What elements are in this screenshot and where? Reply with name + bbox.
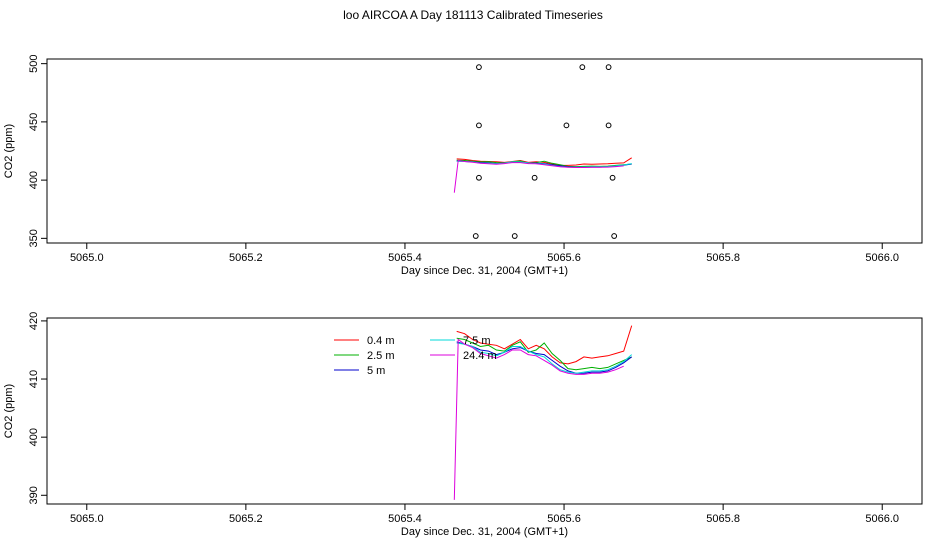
y-tick-label: 390	[28, 486, 40, 504]
data-point	[563, 122, 570, 129]
series-line	[456, 342, 633, 374]
data-point	[611, 233, 618, 239]
x-tick-label: 5065.8	[706, 252, 740, 264]
series-line	[456, 337, 632, 371]
y-axis-label: CO2 (ppm)	[3, 124, 15, 178]
y-tick-label: 410	[28, 370, 40, 388]
y-tick-label: 350	[28, 229, 40, 247]
plot-frame	[46, 317, 923, 505]
data-point	[605, 122, 612, 129]
y-axis-label: CO2 (ppm)	[3, 384, 15, 438]
x-tick-label: 5066.0	[865, 513, 899, 525]
legend-label: 7.5 m	[463, 335, 491, 347]
bottom-panel: 5065.0 5065.2 5065.4 5065.6 5065.8 5066.0 390 4…	[3, 312, 923, 538]
y-tick-label: 400	[28, 428, 40, 446]
x-tick-label: 5065.0	[70, 513, 104, 525]
data-point	[476, 174, 482, 181]
data-point	[579, 64, 586, 71]
x-tick-label: 5065.0	[70, 252, 104, 264]
chart-title: loo AIRCOA A Day 181113 Calibrated Times…	[343, 8, 603, 22]
data-point	[511, 233, 518, 239]
legend-label: 24.4 m	[463, 350, 497, 362]
x-tick-label: 5065.4	[388, 252, 422, 264]
series-line	[453, 338, 624, 500]
data-point	[605, 64, 612, 71]
x-tick-label: 5065.6	[547, 513, 581, 525]
data-point	[476, 64, 482, 71]
top-panel: 5065.0 5065.2 5065.4 5065.6 5065.8 5066.0 350 4…	[3, 54, 923, 277]
y-tick-label: 500	[28, 54, 40, 72]
legend-label: 0.4 m	[367, 335, 395, 347]
x-tick-label: 5065.4	[388, 513, 422, 525]
y-tick-label: 420	[28, 312, 40, 330]
data-point	[609, 174, 616, 181]
x-tick-label: 5065.2	[229, 513, 263, 525]
y-tick-label: 400	[28, 171, 40, 189]
x-axis-label: Day since Dec. 31, 2004 (GMT+1)	[401, 526, 568, 538]
legend-label: 2.5 m	[367, 350, 395, 362]
data-point	[472, 233, 479, 239]
legend-label: 5 m	[367, 365, 385, 377]
x-tick-label: 5065.8	[706, 513, 740, 525]
series-line	[456, 325, 633, 365]
x-tick-label: 5065.2	[229, 252, 263, 264]
data-point	[476, 122, 482, 129]
x-tick-label: 5065.6	[547, 252, 581, 264]
x-tick-label: 5066.0	[865, 252, 899, 264]
x-axis-label: Day since Dec. 31, 2004 (GMT+1)	[401, 265, 568, 277]
series-line	[453, 159, 624, 193]
data-point	[531, 174, 538, 181]
series-line	[456, 341, 632, 374]
y-tick-label: 450	[28, 113, 40, 131]
plot-frame	[46, 58, 923, 244]
